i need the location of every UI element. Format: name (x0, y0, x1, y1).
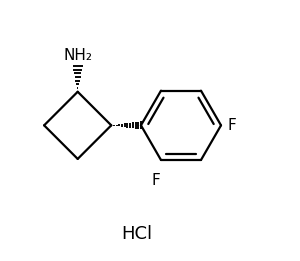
Text: F: F (152, 173, 160, 188)
Text: NH₂: NH₂ (63, 48, 92, 63)
Text: HCl: HCl (122, 225, 153, 243)
Text: F: F (227, 118, 236, 133)
